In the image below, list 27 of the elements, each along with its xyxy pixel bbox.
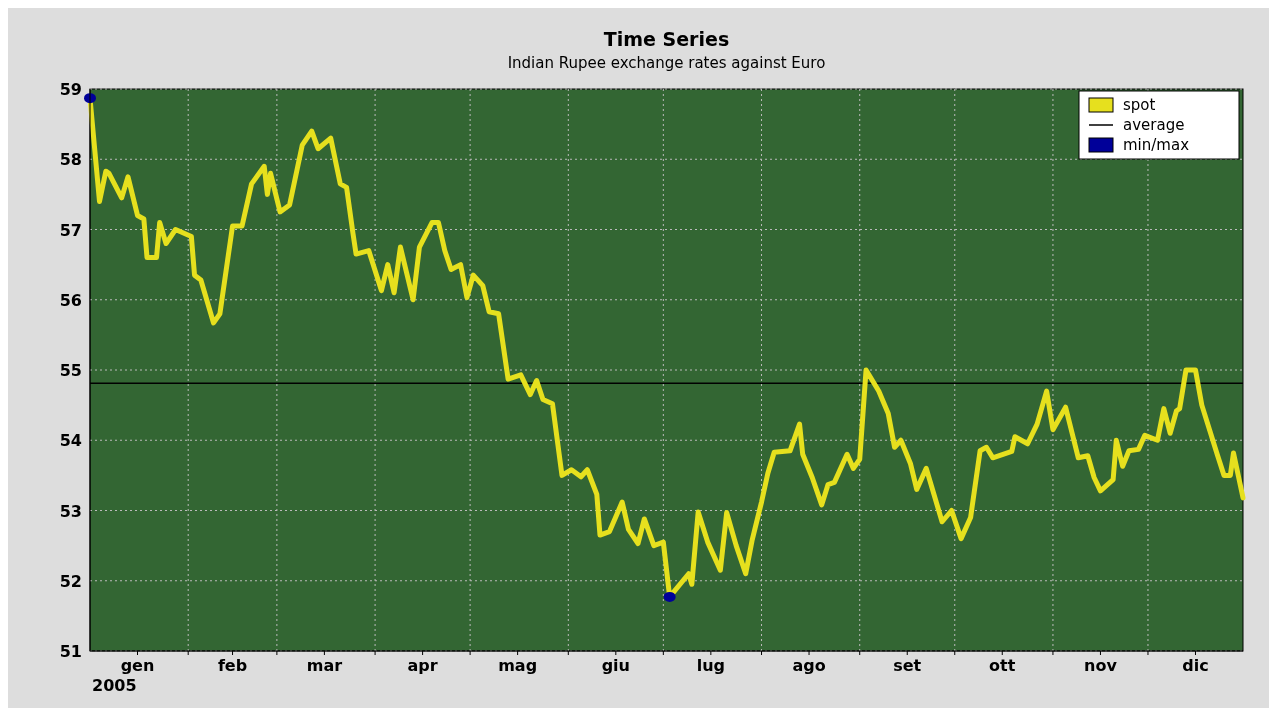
y-tick-label: 54 — [59, 431, 82, 451]
y-tick-label: 55 — [59, 361, 82, 380]
x-tick-label: mag — [498, 656, 538, 675]
x-tick-label: lug — [696, 656, 726, 675]
legend-label: average — [1123, 116, 1185, 134]
y-tick-label: 58 — [59, 150, 82, 170]
y-tick-label: 57 — [59, 220, 82, 240]
x-tick-label: gen — [120, 656, 155, 675]
x-tick-label: mar — [306, 656, 343, 675]
x-tick-label: feb — [217, 656, 248, 675]
chart-subtitle: Indian Rupee exchange rates against Euro — [507, 54, 826, 72]
x-tick-label: giu — [601, 656, 630, 675]
x-tick-label: dic — [1182, 656, 1209, 675]
y-tick-label: 56 — [59, 290, 82, 310]
x-axis-title: 2005 — [92, 676, 137, 695]
y-tick-label: 53 — [59, 501, 82, 521]
legend-label: min/max — [1123, 136, 1190, 154]
x-tick-label: set — [893, 656, 922, 675]
y-tick-label: 51 — [59, 642, 82, 661]
chart-title: Time Series — [603, 28, 730, 50]
x-tick-label: ago — [792, 656, 826, 675]
y-tick-label: 52 — [59, 571, 82, 591]
y-tick-label: 59 — [59, 80, 82, 99]
legend-label: spot — [1123, 96, 1156, 114]
x-tick-label: ott — [989, 656, 1016, 675]
x-tick-label: nov — [1084, 656, 1118, 675]
x-tick-label: apr — [407, 656, 438, 675]
